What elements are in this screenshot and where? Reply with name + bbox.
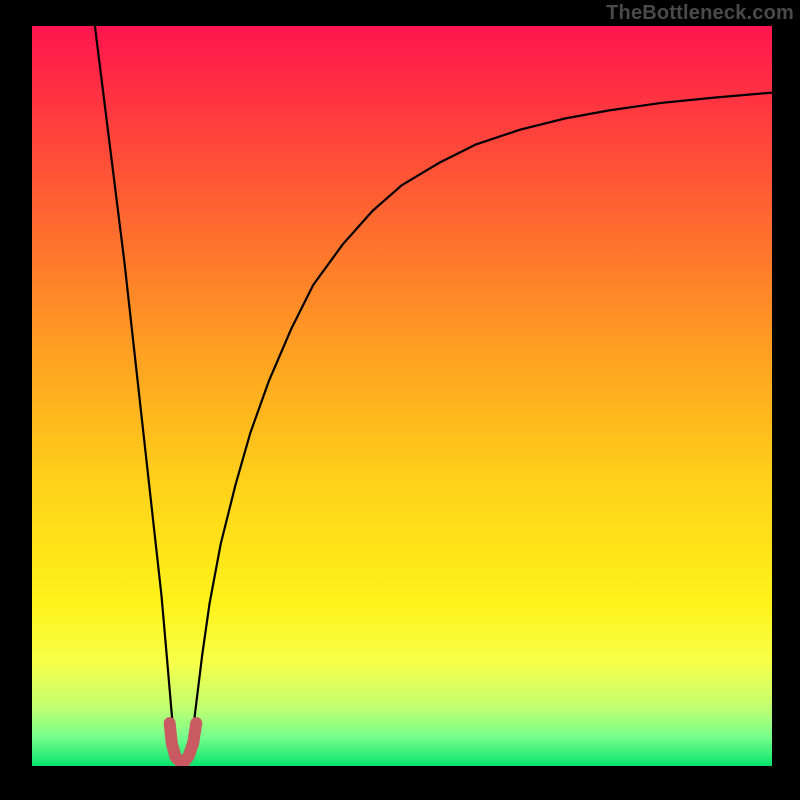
chart-frame: TheBottleneck.com: [0, 0, 800, 800]
bottleneck-chart: [32, 26, 772, 766]
watermark-text: TheBottleneck.com: [606, 2, 794, 25]
gradient-background: [32, 26, 772, 766]
